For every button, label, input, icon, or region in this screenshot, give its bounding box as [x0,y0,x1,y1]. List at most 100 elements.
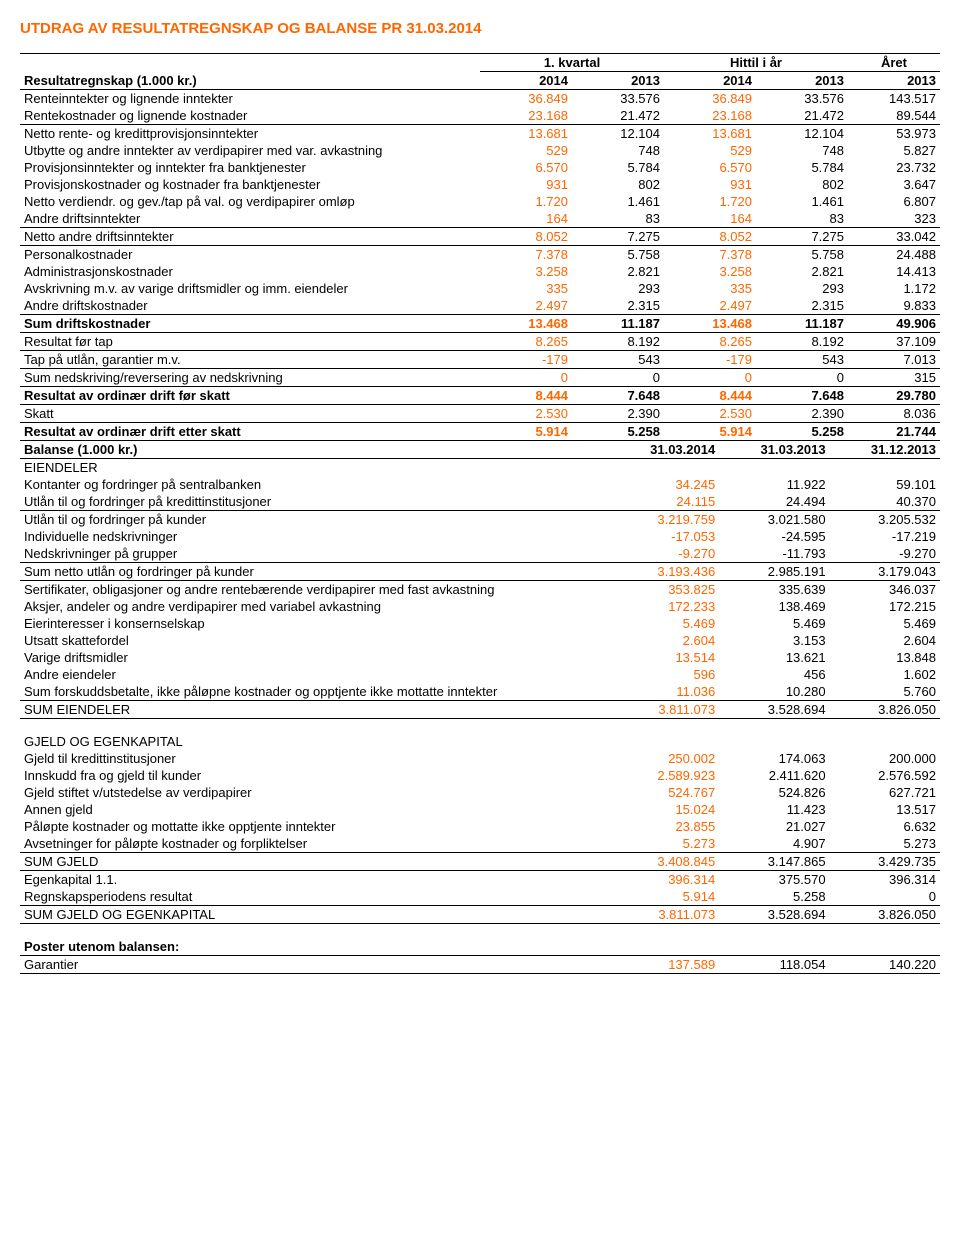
year-col-2: 2013 [572,72,664,90]
row-value: 2.411.620 [719,767,829,784]
row-value: 138.469 [719,598,829,615]
row-label: Administrasjonskostnader [20,263,480,280]
col-group-year: Året [848,54,940,72]
row-value: 931 [664,176,756,193]
row-value: 29.780 [848,387,940,405]
row-value: 7.013 [848,351,940,369]
row-value: 1.461 [756,193,848,210]
row-value: 7.275 [756,228,848,246]
row-value: 8.265 [664,333,756,351]
table-row: SUM GJELD OG EGENKAPITAL3.811.0733.528.6… [20,906,940,924]
row-value: 11.187 [572,315,664,333]
row-value: 33.576 [572,90,664,108]
row-value: 59.101 [830,476,940,493]
row-value: 524.826 [719,784,829,801]
row-value: 5.758 [572,246,664,264]
row-label: Netto rente- og kredittprovisjonsinntekt… [20,125,480,143]
table-row: Utbytte og andre inntekter av verdipapir… [20,142,940,159]
row-value: 335 [664,280,756,297]
row-value: 3.258 [480,263,572,280]
year-col-5: 2013 [848,72,940,90]
table-row: Utsatt skattefordel2.6043.1532.604 [20,632,940,649]
row-value: 3.153 [719,632,829,649]
row-value: 250.002 [609,750,719,767]
row-value: 11.922 [719,476,829,493]
row-value: 2.530 [480,405,572,423]
table-row: Andre driftskostnader2.4972.3152.4972.31… [20,297,940,315]
row-value: 5.784 [572,159,664,176]
row-value: 21.472 [572,107,664,125]
row-value: 13.468 [480,315,572,333]
balance-header-row: Balanse (1.000 kr.) 31.03.2014 31.03.201… [20,441,940,459]
row-value: 7.648 [756,387,848,405]
row-label: Sum netto utlån og fordringer på kunder [20,563,609,581]
row-value: 7.275 [572,228,664,246]
row-label: Avskrivning m.v. av varige driftsmidler … [20,280,480,297]
row-value: -24.595 [719,528,829,545]
row-value: 1.172 [848,280,940,297]
row-value: 543 [756,351,848,369]
row-value: 13.514 [609,649,719,666]
row-value: 5.914 [609,888,719,906]
row-value: 23.168 [480,107,572,125]
row-value: 2.390 [572,405,664,423]
row-value: 4.907 [719,835,829,853]
row-value: 627.721 [830,784,940,801]
row-value: 23.855 [609,818,719,835]
row-value: 3.811.073 [609,906,719,924]
row-value: 5.273 [609,835,719,853]
balance-table: Balanse (1.000 kr.) 31.03.2014 31.03.201… [20,441,940,974]
income-label-heading: Resultatregnskap (1.000 kr.) [20,72,480,90]
row-value: 3.647 [848,176,940,193]
row-value: 524.767 [609,784,719,801]
table-row: Sum netto utlån og fordringer på kunder3… [20,563,940,581]
row-label: Rentekostnader og lignende kostnader [20,107,480,125]
row-label: SUM GJELD [20,853,609,871]
row-value: 21.744 [848,423,940,441]
poster-heading-row: Poster utenom balansen: [20,938,940,956]
eiendeler-heading: EIENDELER [20,459,940,477]
table-row: Renteinntekter og lignende inntekter36.8… [20,90,940,108]
row-value: 748 [572,142,664,159]
header-row-2: Resultatregnskap (1.000 kr.) 2014 2013 2… [20,72,940,90]
row-value: 529 [664,142,756,159]
header-row-1: 1. kvartal Hittil i år Året [20,54,940,72]
row-value: 2.821 [572,263,664,280]
row-value: -9.270 [609,545,719,563]
row-label: Innskudd fra og gjeld til kunder [20,767,609,784]
row-value: 3.408.845 [609,853,719,871]
row-value: 1.720 [664,193,756,210]
row-value: 33.042 [848,228,940,246]
row-value: 8.192 [572,333,664,351]
row-value: 5.469 [719,615,829,632]
row-value: 1.602 [830,666,940,683]
row-value: 3.826.050 [830,701,940,719]
row-value: 118.054 [719,956,829,974]
row-value: 2.315 [572,297,664,315]
page-title: UTDRAG AV RESULTATREGNSKAP OG BALANSE PR… [20,20,940,37]
row-value: 24.494 [719,493,829,511]
row-value: 335 [480,280,572,297]
row-label: Andre driftsinntekter [20,210,480,228]
row-value: 5.258 [756,423,848,441]
row-value: 137.589 [609,956,719,974]
table-row: Sum nedskriving/reversering av nedskrivn… [20,369,940,387]
row-value: 8.444 [480,387,572,405]
row-value: 40.370 [830,493,940,511]
row-value: 931 [480,176,572,193]
row-value: 23.168 [664,107,756,125]
row-label: Gjeld til kredittinstitusjoner [20,750,609,767]
row-value: 5.914 [480,423,572,441]
row-value: 37.109 [848,333,940,351]
row-value: 2.497 [664,297,756,315]
table-row: Nedskrivninger på grupper-9.270-11.793-9… [20,545,940,563]
row-value: 2.576.592 [830,767,940,784]
table-row: Sum forskuddsbetalte, ikke påløpne kostn… [20,683,940,701]
row-value: 2.604 [830,632,940,649]
row-value: -17.053 [609,528,719,545]
row-value: -9.270 [830,545,940,563]
year-col-4: 2013 [756,72,848,90]
row-value: 9.833 [848,297,940,315]
row-value: 5.273 [830,835,940,853]
row-value: 3.429.735 [830,853,940,871]
